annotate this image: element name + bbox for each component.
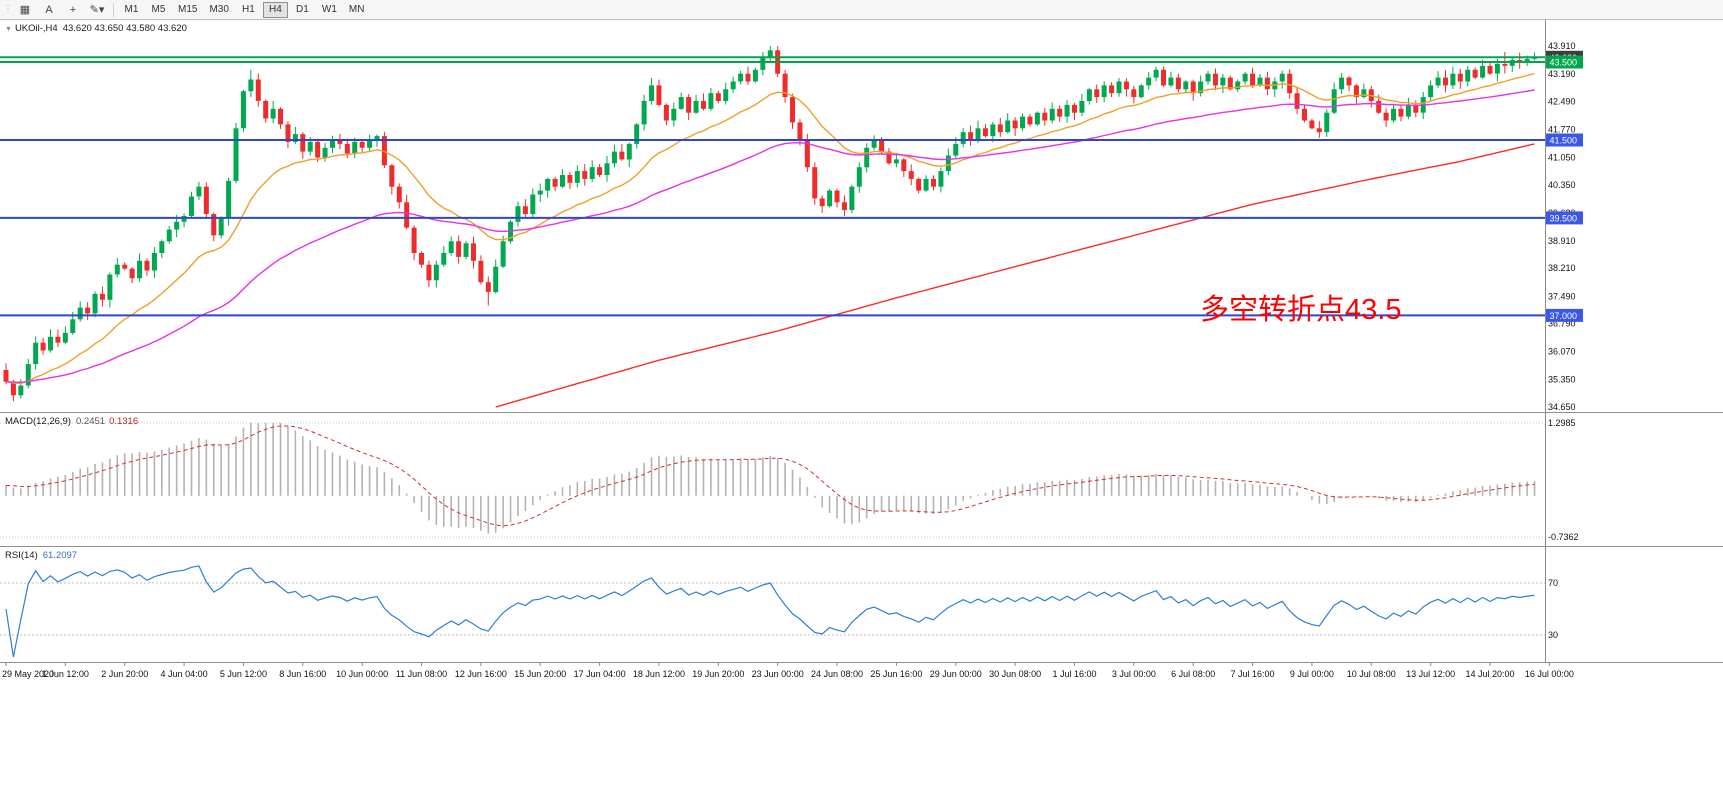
time-label: 19 Jun 20:00 (692, 669, 744, 679)
time-label: 25 Jun 16:00 (870, 669, 922, 679)
time-label: 16 Jul 00:00 (1525, 669, 1574, 679)
time-label: 15 Jun 20:00 (514, 669, 566, 679)
price-tick-label: 35.350 (1548, 375, 1576, 385)
chart-title: ▼ UKOil-,H4 43.620 43.650 43.580 43.620 (5, 23, 187, 34)
time-label: 6 Jul 08:00 (1171, 669, 1215, 679)
price-tick-label: 36.790 (1548, 319, 1576, 329)
price-tick-label: 41.770 (1548, 124, 1576, 134)
time-label: 14 Jul 20:00 (1465, 669, 1514, 679)
timeframe-button-h1[interactable]: H1 (242, 4, 255, 15)
price-tick-label: 41.050 (1548, 153, 1576, 163)
rsi-panel: 70 30 RSI(14) 61.2097 (0, 546, 1723, 662)
timeframe-toolbar: M1 M5 M15 M30 H1 H4 D1 W1 MN (118, 1, 370, 18)
time-label: 9 Jul 00:00 (1290, 669, 1334, 679)
top-toolbar: ⋮ ▦ A + ✎▾ M1 M5 M15 M30 H1 H4 D1 W1 MN (0, 0, 1723, 20)
price-tag[interactable] (1546, 308, 1583, 322)
toolbar-grip-handle[interactable]: ⋮ (3, 4, 13, 15)
price-tick-label: 34.650 (1548, 402, 1576, 412)
ma-slow-line (495, 143, 1535, 408)
chart-symbol-label: UKOil-,H4 (14, 23, 58, 34)
ma-fast-line (5, 72, 1535, 385)
macd-label: MACD(12,26,9) (5, 416, 71, 427)
cursor-icon[interactable]: A (45, 3, 53, 16)
rsi-line (5, 565, 1535, 658)
timeframe-button-m30[interactable]: M30 (209, 4, 229, 15)
timeframe-button-d1[interactable]: D1 (296, 4, 309, 15)
rsi-chart-canvas[interactable]: 70 30 (0, 547, 1723, 662)
price-tick-label: 43.190 (1548, 69, 1576, 79)
macd-signal-value: 0.1316 (109, 416, 139, 427)
main-chart-panel: 43.91043.19042.49041.77041.05040.35039.6… (0, 20, 1723, 412)
rsi-title: RSI(14) 61.2097 (5, 550, 77, 561)
annotation-text: 多空转折点43.5 (1200, 294, 1402, 326)
time-label: 1 Jun 12:00 (42, 669, 89, 679)
time-label: 18 Jun 12:00 (633, 669, 685, 679)
time-label: 17 Jun 04:00 (574, 669, 626, 679)
rsi-label: RSI(14) (5, 550, 38, 561)
price-tick-label: 38.910 (1548, 236, 1576, 246)
chart-type-icon[interactable]: ▦ (19, 4, 31, 16)
macd-level-label: 1.2985 (1548, 418, 1576, 428)
timeframe-button-mn[interactable]: MN (348, 4, 365, 15)
time-label: 12 Jun 16:00 (455, 669, 507, 679)
collapse-arrow-icon[interactable]: ▼ (5, 26, 12, 33)
ma-mid-line (5, 89, 1535, 384)
time-label: 29 May 2020 (2, 669, 54, 679)
macd-histogram (5, 423, 1536, 534)
time-label: 24 Jun 08:00 (811, 669, 863, 679)
toolbar-icons: ▦ A + ✎▾ (13, 2, 109, 18)
macd-chart-canvas[interactable]: 1.2985 -0.7362 (0, 413, 1723, 546)
time-axis[interactable]: 29 May 2020 1 Jun 12:00 2 Jun 20:00 4 Jun 0… (0, 662, 1723, 684)
time-label: 2 Jun 20:00 (101, 669, 148, 679)
price-tag[interactable] (1546, 133, 1583, 147)
time-label: 11 Jun 08:00 (396, 669, 447, 679)
price-tick-label: 42.490 (1548, 96, 1576, 106)
price-tick-label: 37.490 (1548, 291, 1576, 301)
draw-tools-icon[interactable]: ✎▾ (89, 4, 105, 16)
macd-main-value: 0.2451 (76, 416, 106, 427)
timeframe-button-h4[interactable]: H4 (262, 1, 288, 18)
macd-panel: 1.2985 -0.7362 MACD(12,26,9) 0.2451 0.1316 (0, 412, 1723, 546)
rsi-level-label: 30 (1548, 630, 1558, 640)
time-label: 23 Jun 00:00 (752, 669, 804, 679)
time-label: 3 Jul 00:00 (1112, 669, 1156, 679)
timeframe-button-m5[interactable]: M5 (151, 4, 166, 15)
timeframe-button-m1[interactable]: M1 (124, 4, 139, 15)
time-label: 8 Jun 16:00 (279, 669, 326, 679)
price-tick-label: 38.210 (1548, 263, 1576, 273)
price-tag[interactable] (1546, 55, 1583, 69)
timeframe-button-w1[interactable]: W1 (321, 4, 337, 15)
time-label: 29 Jun 00:00 (930, 669, 982, 679)
crosshair-icon[interactable]: + (69, 3, 77, 16)
candlesticks (3, 46, 1538, 402)
time-label: 10 Jun 00:00 (336, 669, 388, 679)
price-tick-label: 43.910 (1548, 41, 1576, 51)
time-label: 30 Jun 08:00 (989, 669, 1041, 679)
chart-ohlc-values: 43.620 43.650 43.580 43.620 (62, 23, 187, 34)
price-tag[interactable] (1546, 211, 1583, 225)
time-label: 10 Jul 08:00 (1347, 669, 1396, 679)
price-tick-label: 36.070 (1548, 347, 1576, 357)
svg-text:37.000: 37.000 (1550, 311, 1578, 321)
timeframe-button-m15[interactable]: M15 (178, 4, 198, 15)
bottom-empty-area (0, 684, 1723, 792)
svg-text:39.500: 39.500 (1550, 213, 1578, 223)
time-label: 4 Jun 04:00 (161, 669, 208, 679)
rsi-level-label: 70 (1548, 578, 1558, 588)
time-label: 1 Jul 16:00 (1052, 669, 1096, 679)
macd-title: MACD(12,26,9) 0.2451 0.1316 (5, 416, 138, 427)
toolbar-separator (113, 2, 114, 17)
rsi-value: 61.2097 (42, 550, 78, 561)
svg-text:41.500: 41.500 (1550, 136, 1578, 146)
time-label: 13 Jul 12:00 (1406, 669, 1455, 679)
svg-text:43.500: 43.500 (1550, 58, 1578, 68)
time-label: 5 Jun 12:00 (220, 669, 267, 679)
macd-level-label: -0.7362 (1548, 532, 1579, 542)
price-chart-canvas[interactable]: 43.91043.19042.49041.77041.05040.35039.6… (0, 20, 1723, 412)
time-label: 7 Jul 16:00 (1231, 669, 1275, 679)
macd-signal-line (5, 425, 1535, 527)
price-tick-label: 40.350 (1548, 180, 1576, 190)
